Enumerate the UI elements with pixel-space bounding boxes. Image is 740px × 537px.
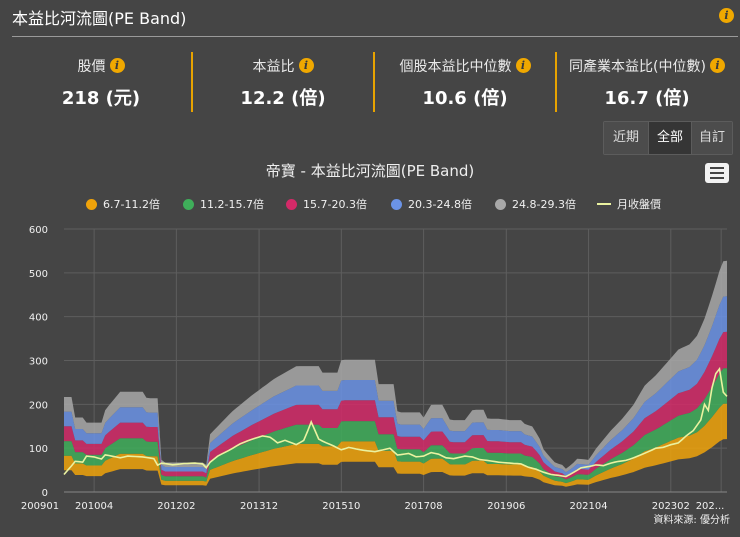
info-icon[interactable]: i [298,57,314,73]
legend-label: 6.7-11.2倍 [103,198,160,211]
metric-pe-median: 個股本益比中位數 i 10.6 (倍) [374,50,556,112]
x-tick-label: 201906 [487,501,525,512]
x-tick-label: 201312 [240,501,278,512]
menu-icon[interactable] [710,167,724,169]
legend-item-band-4[interactable]: 20.3-24.8倍 [391,197,472,213]
monthly-close-price-line [63,366,728,478]
chart-title: 帝寶 - 本益比河流圖(PE Band) [265,162,475,180]
y-tick-label: 500 [29,269,48,280]
legend-item-band-5[interactable]: 24.8-29.3倍 [495,197,576,213]
pe-band-3 [64,331,727,480]
y-tick-label: 300 [29,357,48,368]
pe-band-2 [64,368,727,484]
metric-value: 12.2 (倍) [240,88,326,109]
range-button-all[interactable]: 全部 [649,122,692,154]
menu-icon-bar[interactable] [710,177,724,179]
pe-band-4 [64,296,727,476]
range-button-custom[interactable]: 自訂 [692,122,732,154]
legend-item-band-3[interactable]: 15.7-20.3倍 [286,197,367,213]
info-icon[interactable]: i [719,8,734,23]
legend-label: 月收盤價 [617,198,661,211]
metric-pe-ratio: 本益比 i 12.2 (倍) [192,50,374,112]
metric-divider [191,52,193,112]
x-tick-label: 202104 [569,501,607,512]
metric-divider [555,52,557,112]
chart-legend: 6.7-11.2倍 11.2-15.7倍 15.7-20.3倍 20.3-24.… [0,197,740,215]
info-icon[interactable]: i [709,57,725,73]
x-tick-label: 201202 [157,501,195,512]
legend-label: 20.3-24.8倍 [408,198,472,211]
metric-value: 10.6 (倍) [422,88,508,109]
y-tick-label: 0 [42,488,48,499]
legend-item-price[interactable]: 月收盤價 [597,197,661,213]
y-tick-label: 100 [29,444,48,455]
legend-swatch [86,198,97,210]
metric-label: 本益比 [252,59,295,75]
metric-label: 個股本益比中位數 [399,59,512,75]
x-tick-label: 202... [696,501,725,512]
info-icon[interactable]: i [109,57,125,73]
y-tick-label: 200 [29,400,48,411]
metric-industry-pe-median: 同產業本益比(中位數) i 16.7 (倍) [556,50,738,112]
page-title: 本益比河流圖(PE Band) [12,9,187,28]
info-icon[interactable]: i [515,57,531,73]
pe-band-1 [64,403,727,487]
x-tick-label: 201004 [75,501,113,512]
legend-swatch [495,198,506,210]
metric-divider [373,52,375,112]
header: 本益比河流圖(PE Band) i [0,0,740,36]
legend-item-band-2[interactable]: 11.2-15.7倍 [183,197,264,213]
legend-swatch [183,198,194,210]
legend-swatch [286,198,297,210]
y-tick-label: 400 [29,313,48,324]
header-divider [12,36,738,37]
menu-icon-bar[interactable] [710,172,724,174]
legend-item-band-1[interactable]: 6.7-11.2倍 [86,197,160,213]
legend-label: 15.7-20.3倍 [303,198,367,211]
range-selector: 近期 全部 自訂 [603,121,733,155]
legend-swatch [391,198,402,210]
x-tick-label: 201708 [404,501,442,512]
x-tick-label: 200901 [21,501,59,512]
pe-band-chart: 0 100 200 300 400 500 600 200901 201004 201202 201… [21,225,728,512]
metric-value: 16.7 (倍) [604,88,690,109]
range-button-recent[interactable]: 近期 [604,122,649,154]
x-tick-label: 202302 [652,501,690,512]
metric-label: 股價 [77,59,106,75]
title-info-button[interactable]: i [719,5,734,24]
legend-label: 11.2-15.7倍 [200,198,264,211]
data-source: 資料來源: 優分析 [653,515,730,526]
metric-stock-price: 股價 i 218 (元) [10,50,192,112]
metric-value: 218 (元) [61,88,141,109]
y-tick-label: 600 [29,225,48,236]
legend-swatch [597,203,611,205]
x-tick-label: 201510 [322,501,360,512]
pe-band-5 [64,260,727,473]
legend-label: 24.8-29.3倍 [512,198,576,211]
metrics-row: 股價 i 218 (元) 本益比 i 12.2 (倍) 個股本益比中位數 i 10.6… [10,50,738,112]
metric-label: 同產業本益比(中位數) [569,59,706,75]
chart-menu-button[interactable] [705,163,729,183]
